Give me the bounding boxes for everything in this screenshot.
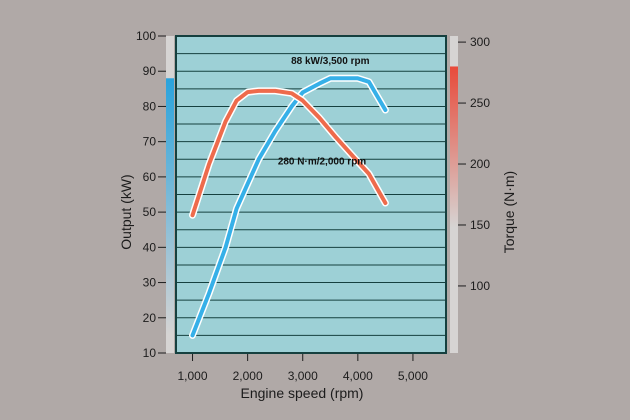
y-tick-label: 80 <box>143 99 157 113</box>
y2-tick-label: 100 <box>470 279 490 293</box>
torque-line <box>190 88 388 218</box>
y-tick-label: 70 <box>143 135 157 149</box>
x-axis: 1,000 2,000 3,000 4,000 5,000 <box>178 354 428 383</box>
left-axis: 10 20 30 40 50 60 70 80 90 100 <box>136 29 166 360</box>
y2-axis-title: Torque (N·m) <box>501 171 517 253</box>
x-tick-label: 3,000 <box>288 369 318 383</box>
annotation-layer: 88 kW/3,500 rpm 280 N·m/2,000 rpm <box>278 56 370 167</box>
y-tick-label: 10 <box>143 346 157 360</box>
gridlines <box>176 53 446 336</box>
x-tick-label: 2,000 <box>233 369 263 383</box>
y2-tick-label: 150 <box>470 218 490 232</box>
series-layer <box>189 74 389 339</box>
y-tick-label: 50 <box>143 205 157 219</box>
x-axis-title: Engine speed (rpm) <box>241 385 364 401</box>
y-tick-label: 60 <box>143 170 157 184</box>
left-side-bar-accent <box>166 78 174 336</box>
y-tick-label: 30 <box>143 276 157 290</box>
y-tick-label: 90 <box>143 64 157 78</box>
y-tick-label: 40 <box>143 240 157 254</box>
right-axis: 100 150 200 250 300 <box>458 35 490 293</box>
y-axis-title: Output (kW) <box>118 174 134 249</box>
y-tick-label: 20 <box>143 311 157 325</box>
y-tick-label: 100 <box>136 29 156 43</box>
annotation-label: 280 N·m/2,000 rpm <box>278 157 366 168</box>
x-tick-label: 4,000 <box>343 369 373 383</box>
right-side-bar-accent <box>450 66 458 228</box>
annotation-label: 88 kW/3,500 rpm <box>291 56 369 67</box>
x-tick-label: 5,000 <box>398 369 428 383</box>
y2-tick-label: 200 <box>470 157 490 171</box>
y2-tick-label: 250 <box>470 96 490 110</box>
x-tick-label: 1,000 <box>178 369 208 383</box>
y2-tick-label: 300 <box>470 35 490 49</box>
